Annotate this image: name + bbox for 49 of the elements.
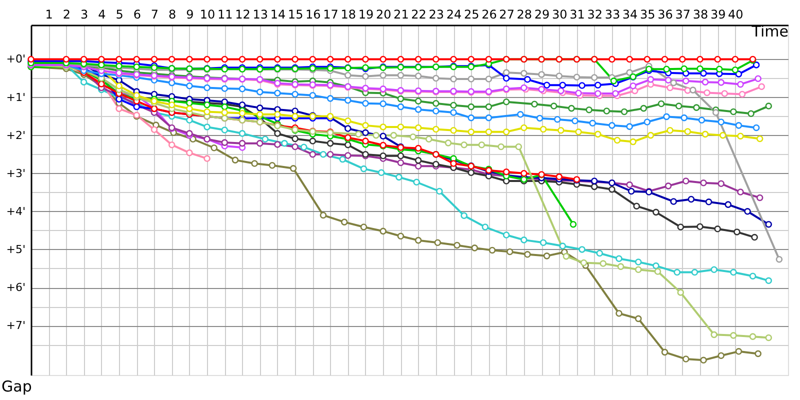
x-tick-label: 23 xyxy=(428,8,444,22)
x-tick-label: 8 xyxy=(168,8,176,22)
x-tick-label: 31 xyxy=(570,8,585,22)
x-tick-label: 40 xyxy=(728,8,744,22)
y-tick-label: +0' xyxy=(6,52,26,66)
x-tick-label: 33 xyxy=(604,8,620,22)
x-tick-label: 30 xyxy=(552,8,568,22)
x-tick-label: 22 xyxy=(411,8,426,22)
x-tick-label: 39 xyxy=(710,8,726,22)
x-tick-label: 19 xyxy=(358,8,374,22)
x-tick-label: 13 xyxy=(252,8,268,22)
x-tick-label: 21 xyxy=(394,8,409,22)
x-tick-label: 25 xyxy=(464,8,480,22)
x-tick-label: 6 xyxy=(133,8,141,22)
x-tick-label: 12 xyxy=(235,8,250,22)
x-tick-label: 4 xyxy=(98,8,106,22)
y-tick-label: +1' xyxy=(6,90,26,104)
y-tick-label: +5' xyxy=(6,242,26,256)
x-tick-label: 11 xyxy=(218,8,233,22)
y-tick-label: +6' xyxy=(6,281,26,294)
x-tick-label: 34 xyxy=(622,8,638,22)
y-tick-label: +4' xyxy=(6,204,26,218)
x-tick-label: 15 xyxy=(288,8,304,22)
x-tick-label: 27 xyxy=(499,8,514,22)
y-tick-label: +2' xyxy=(6,128,26,142)
x-tick-label: 35 xyxy=(640,8,656,22)
x-tick-label: 7 xyxy=(150,8,159,22)
x-tick-label: 3 xyxy=(80,8,88,22)
x-tick-label: 32 xyxy=(587,8,602,22)
x-tick-label: 38 xyxy=(692,8,708,22)
x-tick-label: 16 xyxy=(306,8,321,22)
x-tick-label: 29 xyxy=(534,8,550,22)
x-tick-label: 10 xyxy=(200,8,216,22)
x-tick-label: 1 xyxy=(45,8,53,22)
y-axis-title: Gap xyxy=(2,378,32,396)
x-tick-label: 37 xyxy=(675,8,691,22)
x-tick-label: 5 xyxy=(116,8,124,22)
x-tick-label: 36 xyxy=(658,8,673,22)
y-tick-label: +7' xyxy=(6,319,26,332)
x-tick-label: 9 xyxy=(186,8,194,22)
x-tick-label: 17 xyxy=(323,8,338,22)
x-tick-label: 24 xyxy=(446,8,462,22)
x-tick-label: 2 xyxy=(62,8,71,22)
y-tick-label: +3' xyxy=(6,166,26,180)
x-tick-label: 28 xyxy=(516,8,532,22)
x-tick-label: 20 xyxy=(376,8,392,22)
x-tick-label: 14 xyxy=(270,8,286,22)
x-tick-label: 26 xyxy=(482,8,497,22)
x-tick-label: 18 xyxy=(340,8,356,22)
